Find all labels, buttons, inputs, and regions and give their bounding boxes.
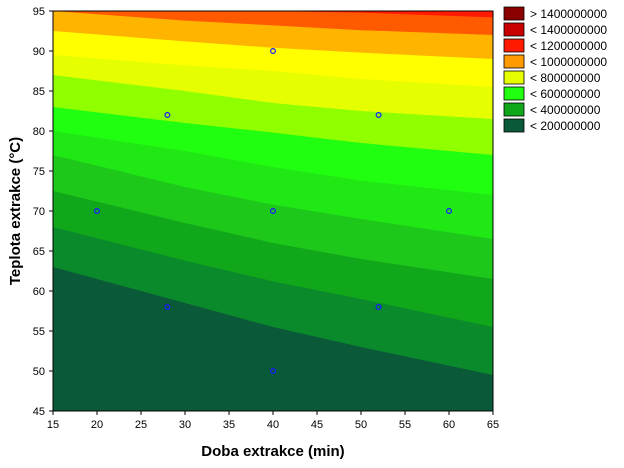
design-point — [270, 208, 277, 215]
legend-swatch — [503, 70, 525, 85]
x-tick-label: 25 — [135, 419, 147, 431]
x-tick-label: 30 — [179, 419, 191, 431]
design-point — [375, 304, 382, 311]
y-tick-label: 55 — [33, 326, 45, 338]
contour-bands — [48, 6, 493, 411]
legend-label: < 600000000 — [530, 87, 601, 101]
legend-label: > 1400000000 — [530, 7, 607, 21]
legend-label: < 1400000000 — [530, 23, 607, 37]
x-axis-title: Doba extrakce (min) — [201, 443, 344, 460]
legend-swatch — [503, 54, 525, 69]
x-tick-label: 15 — [47, 419, 59, 431]
design-point — [164, 111, 171, 118]
y-axis-title: Teplota extrakce (°C) — [7, 137, 24, 285]
y-tick-label: 60 — [33, 286, 45, 298]
legend-label: < 200000000 — [530, 119, 601, 133]
y-tick-label: 95 — [33, 6, 45, 18]
design-point — [270, 368, 277, 375]
y-tick-label: 75 — [33, 166, 45, 178]
x-tick-label: 65 — [487, 419, 499, 431]
legend-label: < 800000000 — [530, 71, 601, 85]
legend-swatch — [503, 102, 525, 117]
design-point — [164, 304, 171, 311]
contour-band — [48, 6, 493, 11]
x-tick-label: 20 — [91, 419, 103, 431]
y-tick-label: 50 — [33, 366, 45, 378]
contour-band — [53, 11, 493, 18]
design-point — [270, 47, 277, 54]
y-tick-label: 45 — [33, 406, 45, 418]
legend-swatch — [503, 22, 525, 37]
y-axis-ticks: 45 50 55 60 65 70 75 80 85 90 95 — [33, 6, 53, 418]
x-tick-label: 50 — [355, 419, 367, 431]
contour-band — [53, 11, 493, 35]
x-axis-ticks: 15 20 25 30 35 40 45 50 55 60 65 — [47, 411, 499, 431]
y-tick-label: 80 — [33, 126, 45, 138]
x-tick-label: 55 — [399, 419, 411, 431]
contour-band — [48, 6, 493, 11]
x-tick-label: 40 — [267, 419, 279, 431]
design-point — [446, 208, 453, 215]
design-points — [93, 47, 453, 375]
legend-label: < 400000000 — [530, 103, 601, 117]
legend-swatch — [503, 86, 525, 101]
legend-swatch — [503, 38, 525, 53]
y-tick-label: 65 — [33, 246, 45, 258]
legend-swatch — [503, 6, 525, 21]
x-tick-label: 60 — [443, 419, 455, 431]
x-tick-label: 45 — [311, 419, 323, 431]
legend-label: < 1200000000 — [530, 39, 607, 53]
legend: > 1400000000 < 1400000000 < 1200000000 < 10… — [503, 6, 607, 133]
y-tick-label: 70 — [33, 206, 45, 218]
y-tick-label: 85 — [33, 86, 45, 98]
y-tick-label: 90 — [33, 46, 45, 58]
design-point — [93, 208, 100, 215]
legend-swatch — [503, 118, 525, 133]
legend-label: < 1000000000 — [530, 55, 607, 69]
design-point — [375, 111, 382, 118]
x-tick-label: 35 — [223, 419, 235, 431]
